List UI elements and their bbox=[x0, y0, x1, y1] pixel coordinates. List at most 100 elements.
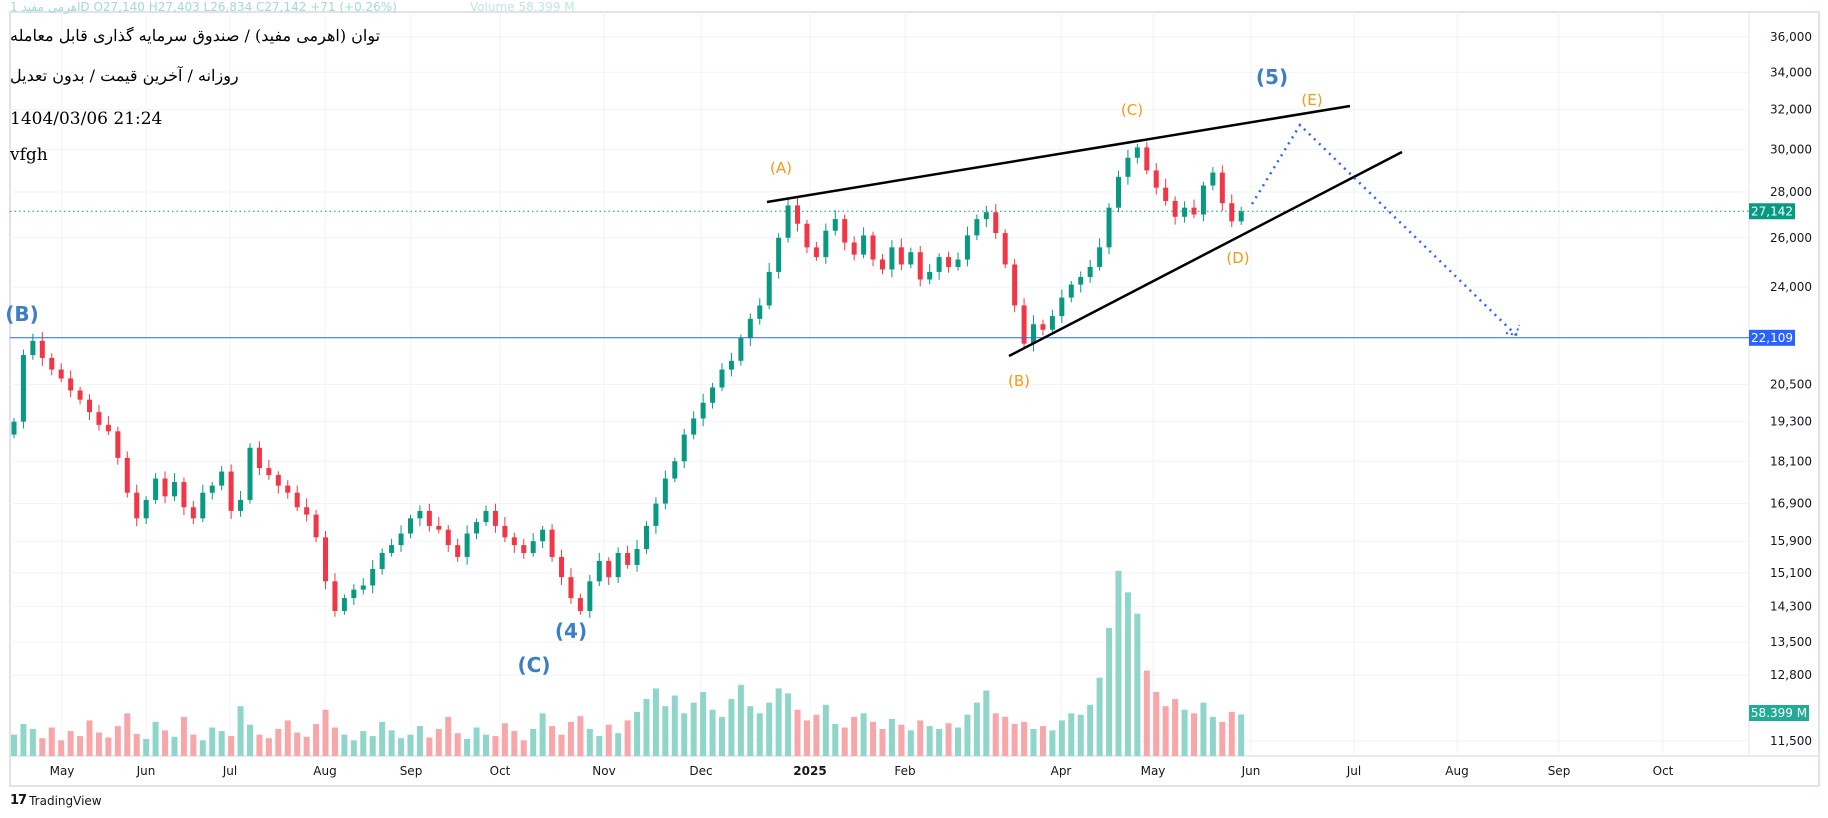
candle-body bbox=[653, 503, 659, 526]
volume-bar bbox=[162, 730, 169, 756]
candle-body bbox=[115, 431, 121, 458]
volume-bar bbox=[813, 714, 820, 756]
candle-body bbox=[389, 545, 395, 553]
time-axis-label: Oct bbox=[490, 764, 511, 778]
candle-body bbox=[351, 589, 357, 599]
wave-label-4[interactable]: (4) bbox=[555, 619, 587, 643]
price-axis-label: 28,000 bbox=[1770, 185, 1812, 199]
volume-bar bbox=[1039, 726, 1046, 756]
volume-bar bbox=[870, 721, 877, 756]
volume-bar bbox=[1106, 627, 1113, 756]
volume-bar bbox=[29, 728, 36, 756]
volume-bar bbox=[454, 733, 461, 756]
candle-body bbox=[304, 507, 310, 515]
candle-body bbox=[681, 434, 687, 462]
candle-body bbox=[700, 402, 706, 419]
candle-body bbox=[247, 447, 253, 500]
tradingview-logo-mark: 17 bbox=[10, 793, 27, 808]
candle-body bbox=[936, 257, 942, 272]
tradingview-logo[interactable]: 17 TradingView bbox=[10, 793, 102, 808]
volume-bar bbox=[105, 737, 112, 756]
volume-bar bbox=[539, 713, 546, 756]
volume-bar bbox=[143, 738, 150, 756]
candle-body bbox=[105, 424, 111, 432]
candle-body bbox=[879, 259, 885, 270]
volume-bar bbox=[1134, 613, 1141, 756]
volume-bar bbox=[1077, 714, 1084, 756]
candle-body bbox=[492, 510, 498, 526]
candle-body bbox=[1200, 185, 1206, 215]
lower-trendline[interactable] bbox=[1008, 150, 1403, 358]
wave-label-d[interactable]: (D) bbox=[1226, 249, 1249, 267]
candle-body bbox=[502, 525, 508, 538]
projection-arrow-icon bbox=[1505, 324, 1520, 337]
volume-bar bbox=[615, 733, 622, 756]
volume-bar bbox=[936, 728, 943, 756]
candle-body bbox=[1059, 297, 1065, 317]
wave-label-5[interactable]: (5) bbox=[1256, 65, 1288, 89]
wave-label-c-blue[interactable]: (C) bbox=[518, 653, 551, 677]
time-axis-label: Oct bbox=[1653, 764, 1674, 778]
candle-body bbox=[785, 205, 791, 238]
candle-body bbox=[11, 421, 17, 435]
candle-body bbox=[68, 378, 74, 391]
hline-price-label: 22,109 bbox=[1751, 331, 1793, 345]
wave-label-a[interactable]: (A) bbox=[770, 159, 792, 177]
projection-path[interactable] bbox=[1250, 123, 1517, 336]
candle-body bbox=[1106, 207, 1112, 248]
candle-body bbox=[738, 338, 744, 361]
candle-body bbox=[596, 560, 602, 582]
candle-body bbox=[946, 257, 952, 267]
price-axis-label: 36,000 bbox=[1770, 30, 1812, 44]
volume-bar bbox=[473, 727, 480, 756]
volume-bar bbox=[1238, 714, 1245, 756]
volume-bar bbox=[237, 706, 244, 756]
volume-bar bbox=[1200, 702, 1207, 756]
volume-bar bbox=[190, 734, 197, 756]
volume-bar bbox=[785, 693, 792, 756]
candle-body bbox=[832, 219, 838, 231]
price-axis-label: 14,300 bbox=[1770, 600, 1812, 614]
candle-body bbox=[426, 510, 432, 526]
candle-body bbox=[190, 507, 196, 519]
candle-body bbox=[294, 492, 300, 508]
candle-body bbox=[1021, 305, 1027, 344]
volume-bar bbox=[435, 728, 442, 756]
volume-bar bbox=[643, 699, 650, 756]
ohlc-legend: اهرمی مفید 1D O27,140 H27,403 L26,834 C2… bbox=[10, 0, 397, 14]
candle-body bbox=[417, 510, 423, 519]
volume-bar bbox=[247, 724, 253, 756]
candle-body bbox=[58, 369, 64, 379]
volume-bar bbox=[501, 723, 508, 756]
wave-label-e[interactable]: (E) bbox=[1301, 91, 1322, 109]
volume-bar bbox=[265, 738, 272, 756]
volume-badge bbox=[1749, 705, 1809, 721]
volume-bar bbox=[77, 736, 84, 756]
volume-bar bbox=[1162, 706, 1169, 756]
volume-bar bbox=[199, 740, 206, 756]
volume-bar bbox=[284, 720, 291, 756]
upper-trendline[interactable] bbox=[766, 104, 1351, 204]
hline-price-badge bbox=[1749, 329, 1795, 346]
candle-body bbox=[776, 237, 782, 272]
volume-bar bbox=[67, 731, 74, 756]
candle-body bbox=[219, 471, 225, 486]
volume-bar bbox=[228, 736, 235, 756]
candle-body bbox=[870, 235, 876, 260]
wave-label-c[interactable]: (C) bbox=[1121, 101, 1143, 119]
wave-label-b[interactable]: (B) bbox=[1008, 372, 1030, 390]
candle-body bbox=[96, 412, 102, 425]
volume-bar bbox=[794, 709, 801, 756]
price-axis-label: 13,500 bbox=[1770, 635, 1812, 649]
volume-bar bbox=[520, 740, 527, 756]
volume-bar bbox=[95, 732, 102, 756]
volume-bar bbox=[558, 734, 565, 756]
candle-body bbox=[1153, 170, 1159, 188]
volume-bar bbox=[294, 732, 301, 756]
wave-label-b-blue[interactable]: (B) bbox=[5, 302, 39, 326]
candle-body bbox=[285, 485, 291, 493]
volume-bar bbox=[983, 690, 990, 756]
volume-bar bbox=[624, 720, 631, 756]
candle-body bbox=[549, 529, 555, 557]
